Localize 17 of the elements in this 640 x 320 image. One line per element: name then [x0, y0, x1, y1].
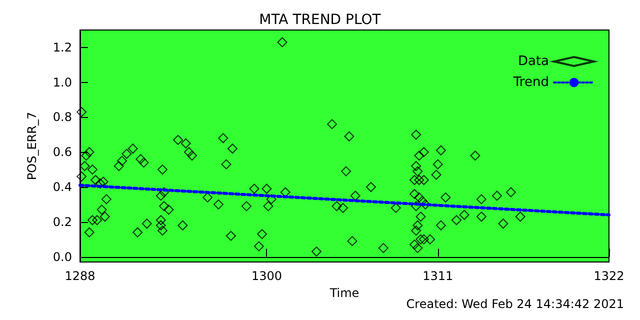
legend-label: Data: [518, 54, 549, 69]
x-axis-title: Time: [328, 286, 360, 300]
y-tick-label: 0.4: [52, 180, 72, 194]
text: Created: Wed Feb 24 14:34:42 2021: [406, 297, 624, 311]
y-tick-label: 1.0: [52, 75, 72, 90]
y-tick-label: 0.2: [52, 214, 72, 229]
x-tick-label: 1300: [251, 269, 282, 283]
legend-label: Trend: [512, 75, 549, 90]
y-axis-title: POS_ERR_7: [25, 112, 39, 180]
x-tick-label: 1311: [422, 269, 454, 283]
y-tick-label: 0.0: [52, 250, 72, 264]
x-tick-label: 1322: [594, 269, 624, 283]
y-tick-label: 0.6: [52, 145, 72, 160]
y-tick-label: 0.8: [52, 110, 72, 124]
y-tick-label: 1.2: [52, 40, 72, 54]
x-tick-label: 1288: [64, 269, 96, 283]
chart-title: MTA TREND PLOT: [259, 12, 382, 28]
